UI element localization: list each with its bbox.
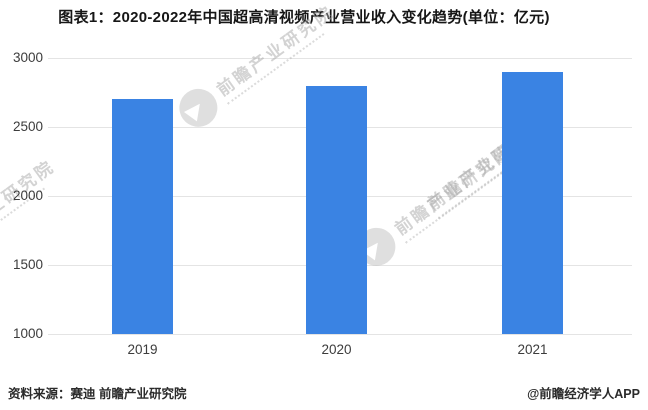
bar-2020 xyxy=(306,85,367,334)
y-tick-label: 3000 xyxy=(12,50,43,65)
credit-text: @前瞻经济学人APP xyxy=(527,387,640,401)
y-tick-label: 2500 xyxy=(12,119,43,134)
y-tick-label: 2000 xyxy=(12,188,43,203)
bar-2019 xyxy=(112,99,173,334)
chart-title: 图表1：2020-2022年中国超高清视频产业营业收入变化趋势(单位：亿元) xyxy=(58,9,550,26)
x-tick-label: 2021 xyxy=(517,342,548,357)
x-tick-label: 2019 xyxy=(127,342,158,357)
gridline-3000 xyxy=(48,57,632,59)
source-text: 资料来源：赛迪 前瞻产业研究院 xyxy=(8,387,187,401)
y-tick-label: 1000 xyxy=(12,326,43,341)
bar-2021 xyxy=(502,71,563,334)
x-tick-label: 2020 xyxy=(321,342,352,357)
y-tick-label: 1500 xyxy=(12,257,43,272)
gridline-1000 xyxy=(48,333,632,335)
